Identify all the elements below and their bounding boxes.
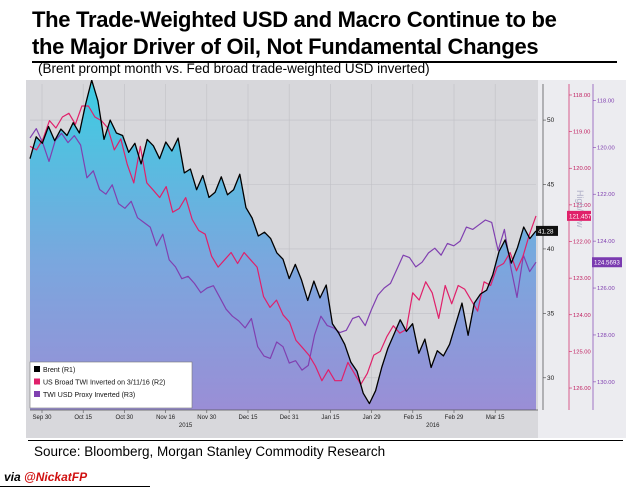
x-tick-label: Feb 29 — [445, 415, 464, 421]
series-line — [29, 127, 537, 371]
r1-tick-label: 40 — [547, 246, 555, 253]
x-tick-label: Sep 30 — [32, 415, 52, 421]
r3-tick-label: 118.00 — [597, 98, 614, 104]
series-lines — [29, 79, 537, 405]
x-tick-label: Nov 16 — [156, 415, 176, 421]
chart-subtitle: (Brent prompt month vs. Fed broad trade-… — [38, 61, 430, 76]
source-note: Source: Bloomberg, Morgan Stanley Commod… — [34, 444, 386, 459]
high-low-label: High/Low — [575, 190, 585, 228]
r3-tick-label: 128.00 — [597, 333, 615, 339]
r1-last-value-label: 41.28 — [538, 228, 554, 235]
x-tick-label: Oct 30 — [116, 415, 134, 421]
r3-tick-label: 130.00 — [597, 380, 615, 386]
r3-tick-label: 124.00 — [597, 239, 615, 245]
credit-prefix: via — [4, 470, 25, 484]
legend-label: US Broad TWI Inverted on 3/11/16 (R2) — [43, 380, 165, 387]
chart-panel: Sep 30 Oct 15 Oct 30 Nov 16 Nov 30 Dec 15 Dec … — [26, 79, 626, 438]
page-title-line-1: The Trade-Weighted USD and Macro Continu… — [32, 7, 557, 32]
x-tick-label: Dec 15 — [238, 415, 258, 421]
legend-swatch — [34, 366, 40, 372]
x-tick-label: Feb 15 — [403, 415, 422, 421]
r1-tick-label: 50 — [547, 117, 555, 124]
r3-tick-label: 122.00 — [597, 192, 615, 198]
x-tick-label: Dec 31 — [280, 415, 300, 421]
source-divider — [28, 440, 623, 441]
chart-legend: Brent (R1) US Broad TWI Inverted on 3/11/… — [29, 361, 193, 409]
r2-tick-label: 121.00 — [573, 203, 591, 209]
legend-label: TWI USD Proxy Inverted (R3) — [43, 392, 135, 399]
legend-label: Brent (R1) — [43, 367, 75, 374]
r2-tick-label: 124.00 — [573, 313, 591, 319]
r2-tick-label: 119.00 — [573, 130, 590, 136]
legend-swatch — [34, 391, 40, 397]
chart-svg: Sep 30 Oct 15 Oct 30 Nov 16 Nov 30 Dec 15 Dec … — [26, 79, 626, 438]
r3-tick-label: 126.00 — [597, 286, 615, 292]
r1-last-value-label-box — [536, 225, 558, 236]
x-year-label: 2016 — [426, 423, 440, 429]
r3-last-value-label-box — [592, 257, 622, 268]
r2-tick-label: 118.00 — [573, 93, 590, 99]
credit-handle: @NickatFP — [24, 470, 88, 484]
title-underline — [32, 61, 617, 63]
r3-last-value-label: 124.5693 — [594, 260, 620, 267]
r1-tick-label: 35 — [547, 310, 555, 317]
axes: Sep 30 Oct 15 Oct 30 Nov 16 Nov 30 Dec 15 Dec … — [30, 84, 622, 429]
credit-line: via @NickatFP — [4, 470, 87, 484]
r2-tick-label: 123.00 — [573, 276, 591, 282]
x-year-label: 2015 — [179, 423, 193, 429]
series-line — [29, 79, 537, 405]
r2-tick-label: 122.00 — [573, 240, 591, 246]
credit-underline — [0, 486, 150, 487]
series-line — [29, 105, 537, 385]
x-tick-label: Mar 15 — [486, 415, 505, 421]
page-title-line-2: the Major Driver of Oil, Not Fundamental… — [32, 34, 539, 59]
r1-tick-label: 45 — [547, 182, 555, 189]
brent-area-fill — [30, 80, 536, 410]
legend-box — [29, 361, 193, 409]
r2-tick-label: 120.00 — [573, 166, 591, 172]
r1-tick-label: 30 — [547, 375, 555, 382]
x-tick-label: Jan 29 — [363, 415, 382, 421]
r2-tick-label: 125.00 — [573, 349, 591, 355]
x-tick-label: Jan 15 — [321, 415, 340, 421]
r3-tick-label: 120.00 — [597, 145, 615, 151]
x-tick-label: Nov 30 — [197, 415, 217, 421]
r2-last-value-label: 121.457 — [569, 213, 592, 220]
x-tick-label: Oct 15 — [74, 415, 92, 421]
legend-swatch — [34, 378, 40, 385]
r2-tick-label: 126.00 — [573, 386, 591, 392]
r2-last-value-label-box — [567, 210, 591, 221]
